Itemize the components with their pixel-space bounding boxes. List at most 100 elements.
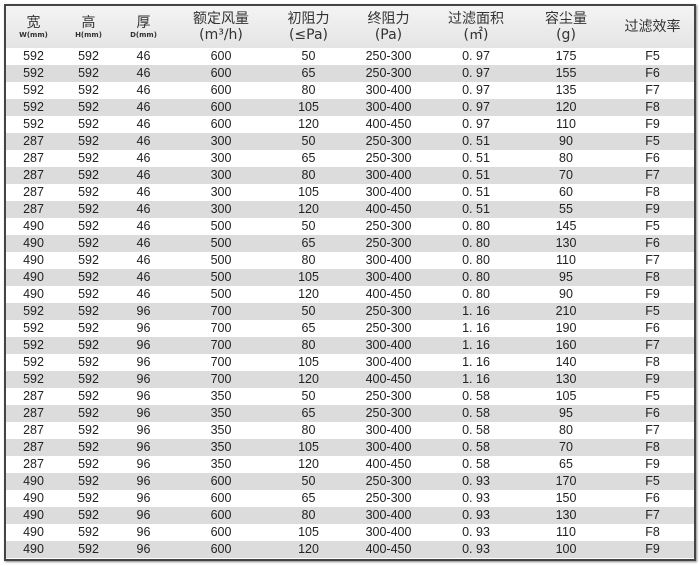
table-cell: 600 — [171, 507, 271, 524]
table-cell: 592 — [61, 133, 116, 150]
table-cell: 250-300 — [346, 388, 431, 405]
table-cell: 105 — [271, 269, 346, 286]
table-cell: 46 — [116, 133, 171, 150]
header-unit: (m³/h) — [199, 27, 243, 43]
table-cell: 600 — [171, 541, 271, 558]
table-row: 592 592 96 700 105 300-400 1. 16 140 F8 — [6, 354, 694, 371]
table-cell: 400-450 — [346, 201, 431, 218]
table-cell: 500 — [171, 252, 271, 269]
table-cell: 592 — [61, 541, 116, 558]
table-cell: 65 — [271, 320, 346, 337]
table-cell: 592 — [61, 235, 116, 252]
table-cell: F8 — [611, 354, 694, 371]
table-cell: 500 — [171, 286, 271, 303]
table-cell: 70 — [521, 167, 611, 184]
table-cell: 287 — [6, 167, 61, 184]
table-cell: 46 — [116, 286, 171, 303]
table-cell: 155 — [521, 65, 611, 82]
table-cell: 592 — [61, 456, 116, 473]
table-cell: 490 — [6, 507, 61, 524]
table-cell: 592 — [61, 473, 116, 490]
table-cell: 250-300 — [346, 65, 431, 82]
table-cell: 96 — [116, 405, 171, 422]
table-cell: 490 — [6, 524, 61, 541]
table-cell: 65 — [271, 405, 346, 422]
table-cell: 300-400 — [346, 337, 431, 354]
table-cell: 250-300 — [346, 473, 431, 490]
table-cell: 250-300 — [346, 303, 431, 320]
table-cell: 120 — [271, 456, 346, 473]
table-cell: F8 — [611, 184, 694, 201]
table-cell: 105 — [271, 354, 346, 371]
table-row: 287 592 46 300 120 400-450 0. 51 55 F9 — [6, 201, 694, 218]
table-cell: 300-400 — [346, 354, 431, 371]
table-cell: 96 — [116, 490, 171, 507]
table-cell: 300 — [171, 184, 271, 201]
table-cell: 0. 58 — [431, 422, 521, 439]
table-cell: 80 — [521, 422, 611, 439]
table-cell: 250-300 — [346, 218, 431, 235]
table-cell: 350 — [171, 388, 271, 405]
table-cell: 80 — [271, 337, 346, 354]
table-cell: 120 — [271, 371, 346, 388]
table-cell: 46 — [116, 82, 171, 99]
table-cell: 592 — [6, 371, 61, 388]
table-cell: 80 — [271, 82, 346, 99]
table-cell: 1. 16 — [431, 337, 521, 354]
table-cell: F7 — [611, 422, 694, 439]
header-label: 额定风量 — [193, 11, 249, 27]
table-cell: 350 — [171, 456, 271, 473]
table-cell: 250-300 — [346, 133, 431, 150]
table-cell: 592 — [61, 405, 116, 422]
table-cell: 130 — [521, 507, 611, 524]
table-cell: 600 — [171, 116, 271, 133]
table-cell: 400-450 — [346, 286, 431, 303]
table-cell: 350 — [171, 439, 271, 456]
table-cell: 300-400 — [346, 422, 431, 439]
column-header: 过滤效率 — [611, 6, 694, 48]
table-row: 592 592 96 700 50 250-300 1. 16 210 F5 — [6, 303, 694, 320]
header-unit: (Pa) — [374, 27, 403, 43]
table-cell: 120 — [271, 286, 346, 303]
table-cell: 700 — [171, 354, 271, 371]
table-cell: 300-400 — [346, 167, 431, 184]
table-cell: F9 — [611, 456, 694, 473]
table-cell: 700 — [171, 320, 271, 337]
table-cell: F7 — [611, 337, 694, 354]
table-cell: 500 — [171, 218, 271, 235]
table-cell: 350 — [171, 422, 271, 439]
table-cell: 96 — [116, 507, 171, 524]
table-cell: 140 — [521, 354, 611, 371]
table-cell: 130 — [521, 371, 611, 388]
table-cell: 120 — [271, 116, 346, 133]
table-cell: 0. 51 — [431, 150, 521, 167]
table-cell: 150 — [521, 490, 611, 507]
table-cell: 600 — [171, 99, 271, 116]
table-cell: 1. 16 — [431, 371, 521, 388]
table-cell: 592 — [61, 167, 116, 184]
table-row: 490 592 96 600 120 400-450 0. 93 100 F9 — [6, 541, 694, 558]
table-cell: 700 — [171, 371, 271, 388]
table-cell: 70 — [521, 439, 611, 456]
table-cell: 175 — [521, 48, 611, 65]
header-unit: (g) — [556, 27, 576, 43]
table-cell: 80 — [521, 150, 611, 167]
table-cell: F8 — [611, 99, 694, 116]
column-header: 额定风量 (m³/h) — [171, 6, 271, 48]
header-unit: D(mm) — [130, 30, 157, 39]
column-header: 终阻力 (Pa) — [346, 6, 431, 48]
table-cell: F6 — [611, 490, 694, 507]
table-cell: 1. 16 — [431, 320, 521, 337]
header-unit: W(mm) — [19, 30, 48, 39]
table-cell: 50 — [271, 388, 346, 405]
header-label: 初阻力 — [287, 11, 330, 27]
table-cell: 250-300 — [346, 405, 431, 422]
table-cell: 0. 97 — [431, 48, 521, 65]
table-cell: 490 — [6, 541, 61, 558]
table-cell: 287 — [6, 388, 61, 405]
table-cell: 0. 51 — [431, 184, 521, 201]
table-cell: 592 — [6, 337, 61, 354]
table-cell: 0. 58 — [431, 405, 521, 422]
table-cell: 0. 93 — [431, 507, 521, 524]
table-cell: 96 — [116, 354, 171, 371]
